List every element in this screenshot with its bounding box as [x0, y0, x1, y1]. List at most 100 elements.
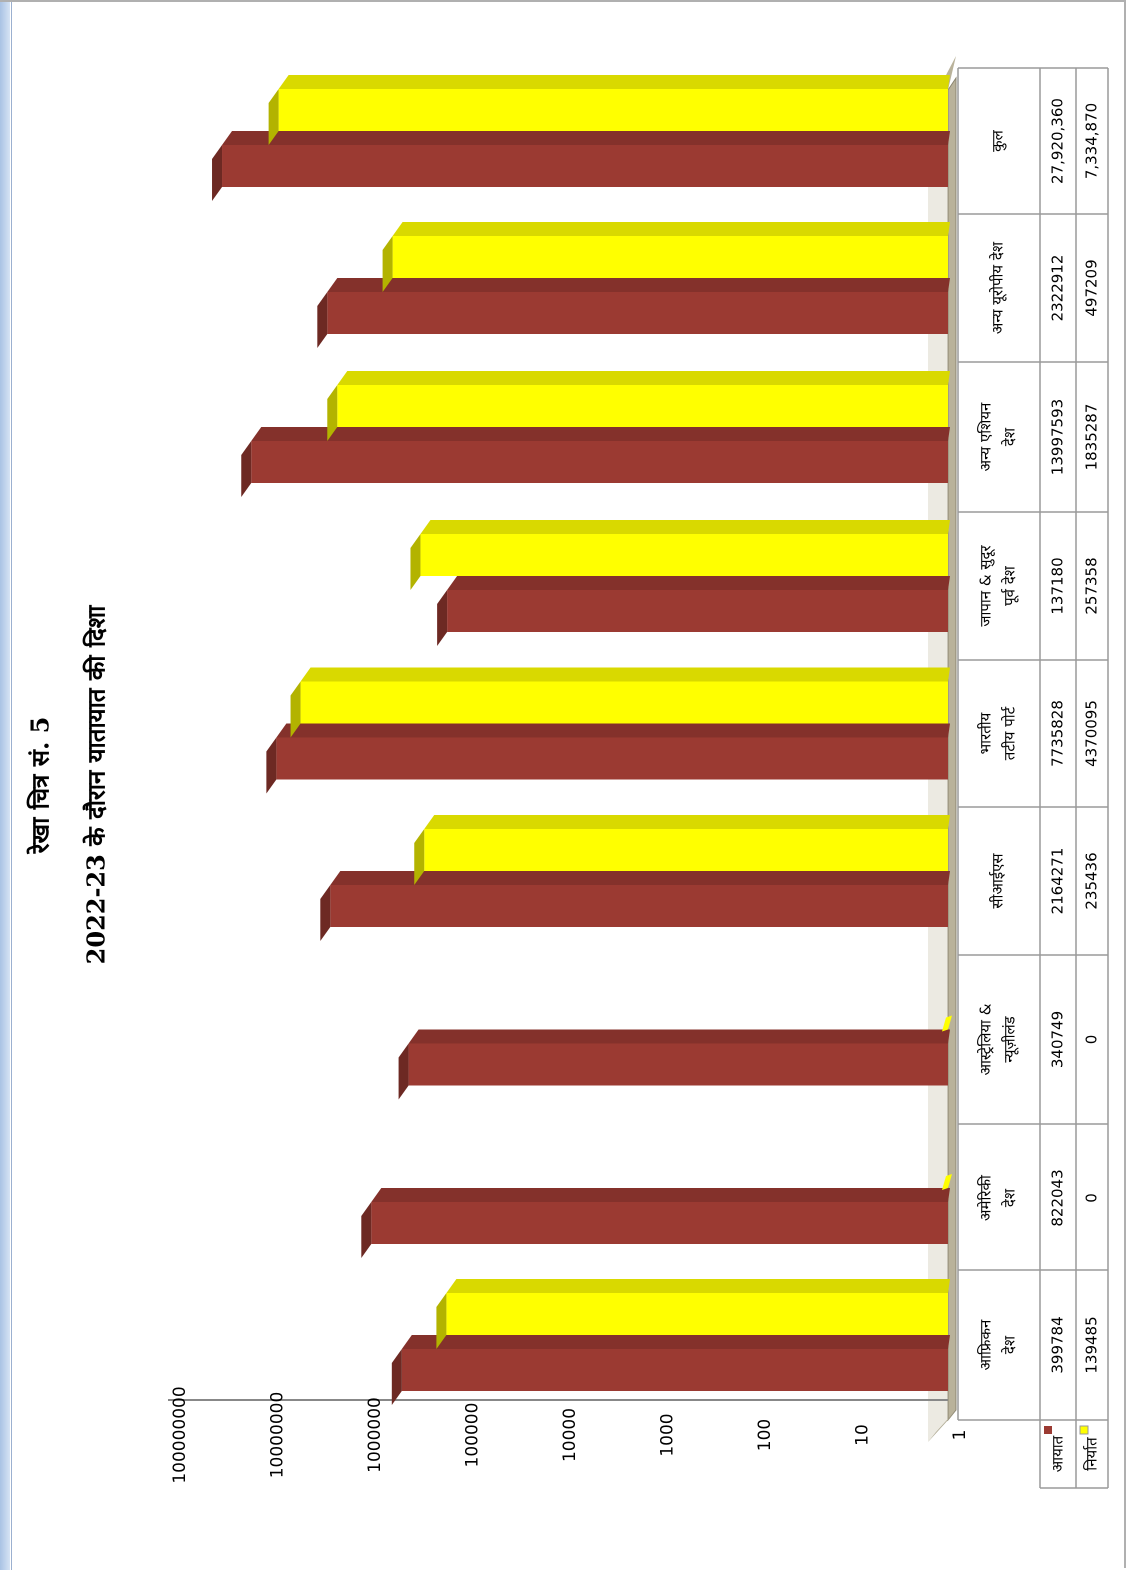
import-bar-cap	[212, 145, 223, 201]
bars	[212, 75, 952, 1405]
export-bar	[278, 89, 948, 131]
import-bar-cap	[398, 1043, 409, 1100]
chart-subtitle: 2022-23 के दौरान यातायात की दिशा	[82, 605, 111, 964]
import-bar-top	[330, 871, 950, 885]
y-tick-label: 1000	[658, 1413, 678, 1456]
legend-import: आयात	[1049, 1435, 1067, 1472]
export-bar	[942, 1174, 952, 1190]
category-label: देश	[1001, 1188, 1019, 1207]
page-left-border	[0, 0, 10, 1570]
value-axis: 1 10 100 1000 10000 100000 1000000 10000000 1000…	[168, 1386, 970, 1484]
category-label: आस्ट्रेलिया &	[977, 1003, 995, 1075]
import-bar-cap	[241, 441, 252, 497]
export-bar-cap	[290, 681, 301, 738]
export-value: 0	[1083, 1035, 1101, 1045]
export-bar-top	[446, 1279, 950, 1293]
category-label: अन्य एशियन	[977, 402, 995, 471]
import-bar-cap	[317, 292, 328, 348]
export-bar-top	[337, 371, 951, 385]
export-bar	[942, 1015, 952, 1032]
data-table: आयात निर्यात आफ्रिकन देश 399784 139485 अमेरिकी…	[957, 67, 1109, 1489]
category-label: देश	[1001, 427, 1019, 446]
export-bar-cap	[410, 534, 421, 590]
import-bar-top	[401, 1335, 950, 1349]
import-bar	[401, 1349, 948, 1391]
category-label: कुल	[989, 129, 1008, 152]
export-bar-cap	[436, 1293, 447, 1349]
import-value: 340749	[1049, 1011, 1067, 1068]
export-value: 7,334,870	[1083, 103, 1101, 179]
import-bar	[447, 590, 948, 632]
import-bar-cap	[320, 885, 331, 941]
legend-import-swatch	[1044, 1426, 1052, 1434]
y-tick-label: 1	[950, 1430, 970, 1441]
chart-title: रेखा चित्र सं. 5	[26, 717, 55, 855]
export-bar-cap	[268, 89, 279, 145]
export-bar	[446, 1293, 948, 1335]
import-value: 137180	[1049, 557, 1067, 614]
import-bar-top	[222, 131, 950, 145]
import-bar-top	[371, 1188, 950, 1202]
export-bar-cap	[327, 385, 338, 441]
import-bar	[222, 145, 948, 187]
export-value: 257358	[1083, 557, 1101, 614]
page-left-border-line	[11, 0, 12, 1570]
category-label: जापान & सुदूर	[977, 545, 996, 627]
category-label: पूर्व देश	[1001, 565, 1020, 606]
legend-export: निर्यात	[1083, 1437, 1101, 1471]
floor-corner	[928, 1410, 956, 1442]
import-bar-cap	[437, 590, 448, 646]
import-bar	[371, 1202, 948, 1244]
y-tick-label: 100000000	[170, 1386, 190, 1483]
export-value: 1835287	[1083, 404, 1101, 471]
import-value: 822043	[1049, 1169, 1067, 1226]
import-bar-cap	[361, 1202, 372, 1258]
export-bar-top	[278, 75, 950, 89]
export-value: 139485	[1083, 1316, 1101, 1373]
import-value: 399784	[1049, 1316, 1067, 1373]
export-bar-top	[300, 667, 951, 682]
export-bar-top	[420, 520, 951, 534]
export-value: 0	[1083, 1193, 1101, 1203]
y-tick-label: 1000000	[365, 1397, 385, 1473]
import-bar-top	[408, 1029, 950, 1044]
category-label: भारतीय	[977, 712, 995, 754]
import-bar-cap	[391, 1349, 402, 1405]
export-value: 235436	[1083, 852, 1101, 909]
export-bar-cap	[382, 236, 393, 292]
export-value: 4370095	[1083, 700, 1101, 767]
import-bar-top	[447, 576, 950, 590]
category-label: सीआईएस	[989, 853, 1007, 909]
import-value: 13997593	[1049, 399, 1067, 475]
export-bar	[424, 829, 948, 871]
category-label: आफ्रिकन	[977, 1319, 995, 1370]
export-bar-top	[392, 222, 950, 236]
import-bar	[330, 885, 948, 927]
category-label: न्यूज़ीलंड	[1001, 1015, 1020, 1062]
y-tick-label: 100	[755, 1419, 775, 1451]
export-bar	[420, 534, 949, 576]
export-value: 497209	[1083, 259, 1101, 316]
import-bar-top	[327, 278, 951, 292]
category-label: तटीय पोर्ट	[1001, 706, 1019, 760]
y-tick-label: 10000	[560, 1408, 580, 1462]
export-bar-cap	[414, 829, 425, 885]
import-bar	[276, 737, 948, 780]
import-value: 27,920,360	[1049, 98, 1067, 184]
category-label: अन्य यूरोपीय देश	[989, 241, 1008, 334]
import-bar-cap	[266, 737, 277, 794]
y-tick-label: 10	[853, 1424, 873, 1446]
export-bar	[300, 681, 949, 724]
y-tick-label: 100000	[463, 1403, 483, 1468]
import-value: 2164271	[1049, 848, 1067, 915]
import-bar-top	[276, 723, 950, 738]
y-tick-label: 10000000	[268, 1392, 288, 1479]
import-bar-top	[251, 427, 951, 441]
legend-export-swatch	[1079, 1425, 1089, 1435]
import-value: 2322912	[1049, 255, 1067, 322]
import-bar	[408, 1043, 948, 1086]
category-label: अमेरिकी	[977, 1174, 995, 1221]
export-bar-top	[424, 815, 950, 829]
